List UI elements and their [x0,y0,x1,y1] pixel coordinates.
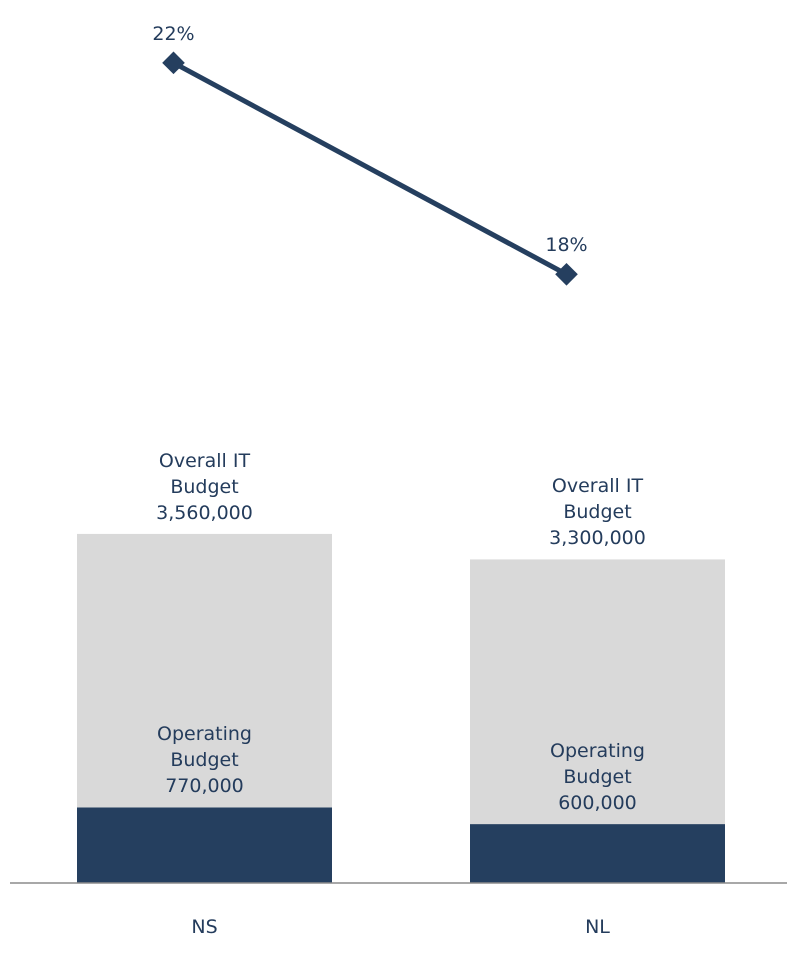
data-label: Operating Budget 600,000 [533,738,663,816]
bar [470,824,725,883]
value-label: 770,000 [165,775,244,798]
line [172,60,568,277]
marker [555,262,578,286]
series-name: Operating Budget [157,723,252,772]
data-label: Overall IT Budget 3,560,000 [140,448,270,526]
series-name: Overall IT Budget [551,475,644,524]
value-label: 600,000 [558,792,637,815]
x-tick-label: NL [585,916,610,938]
value-label: 3,560,000 [156,501,253,524]
x-tick-label: NS [191,916,218,938]
value-label: 18% [545,234,588,257]
data-label: Operating Budget 770,000 [140,721,270,799]
marker [162,51,185,75]
value-label: 22% [152,22,195,45]
series-name: Operating Budget [550,740,645,789]
series-name: Overall IT Budget [158,449,251,498]
bar [77,807,332,883]
data-label: Overall IT Budget 3,300,000 [533,473,663,551]
value-label: 3,300,000 [549,527,646,550]
